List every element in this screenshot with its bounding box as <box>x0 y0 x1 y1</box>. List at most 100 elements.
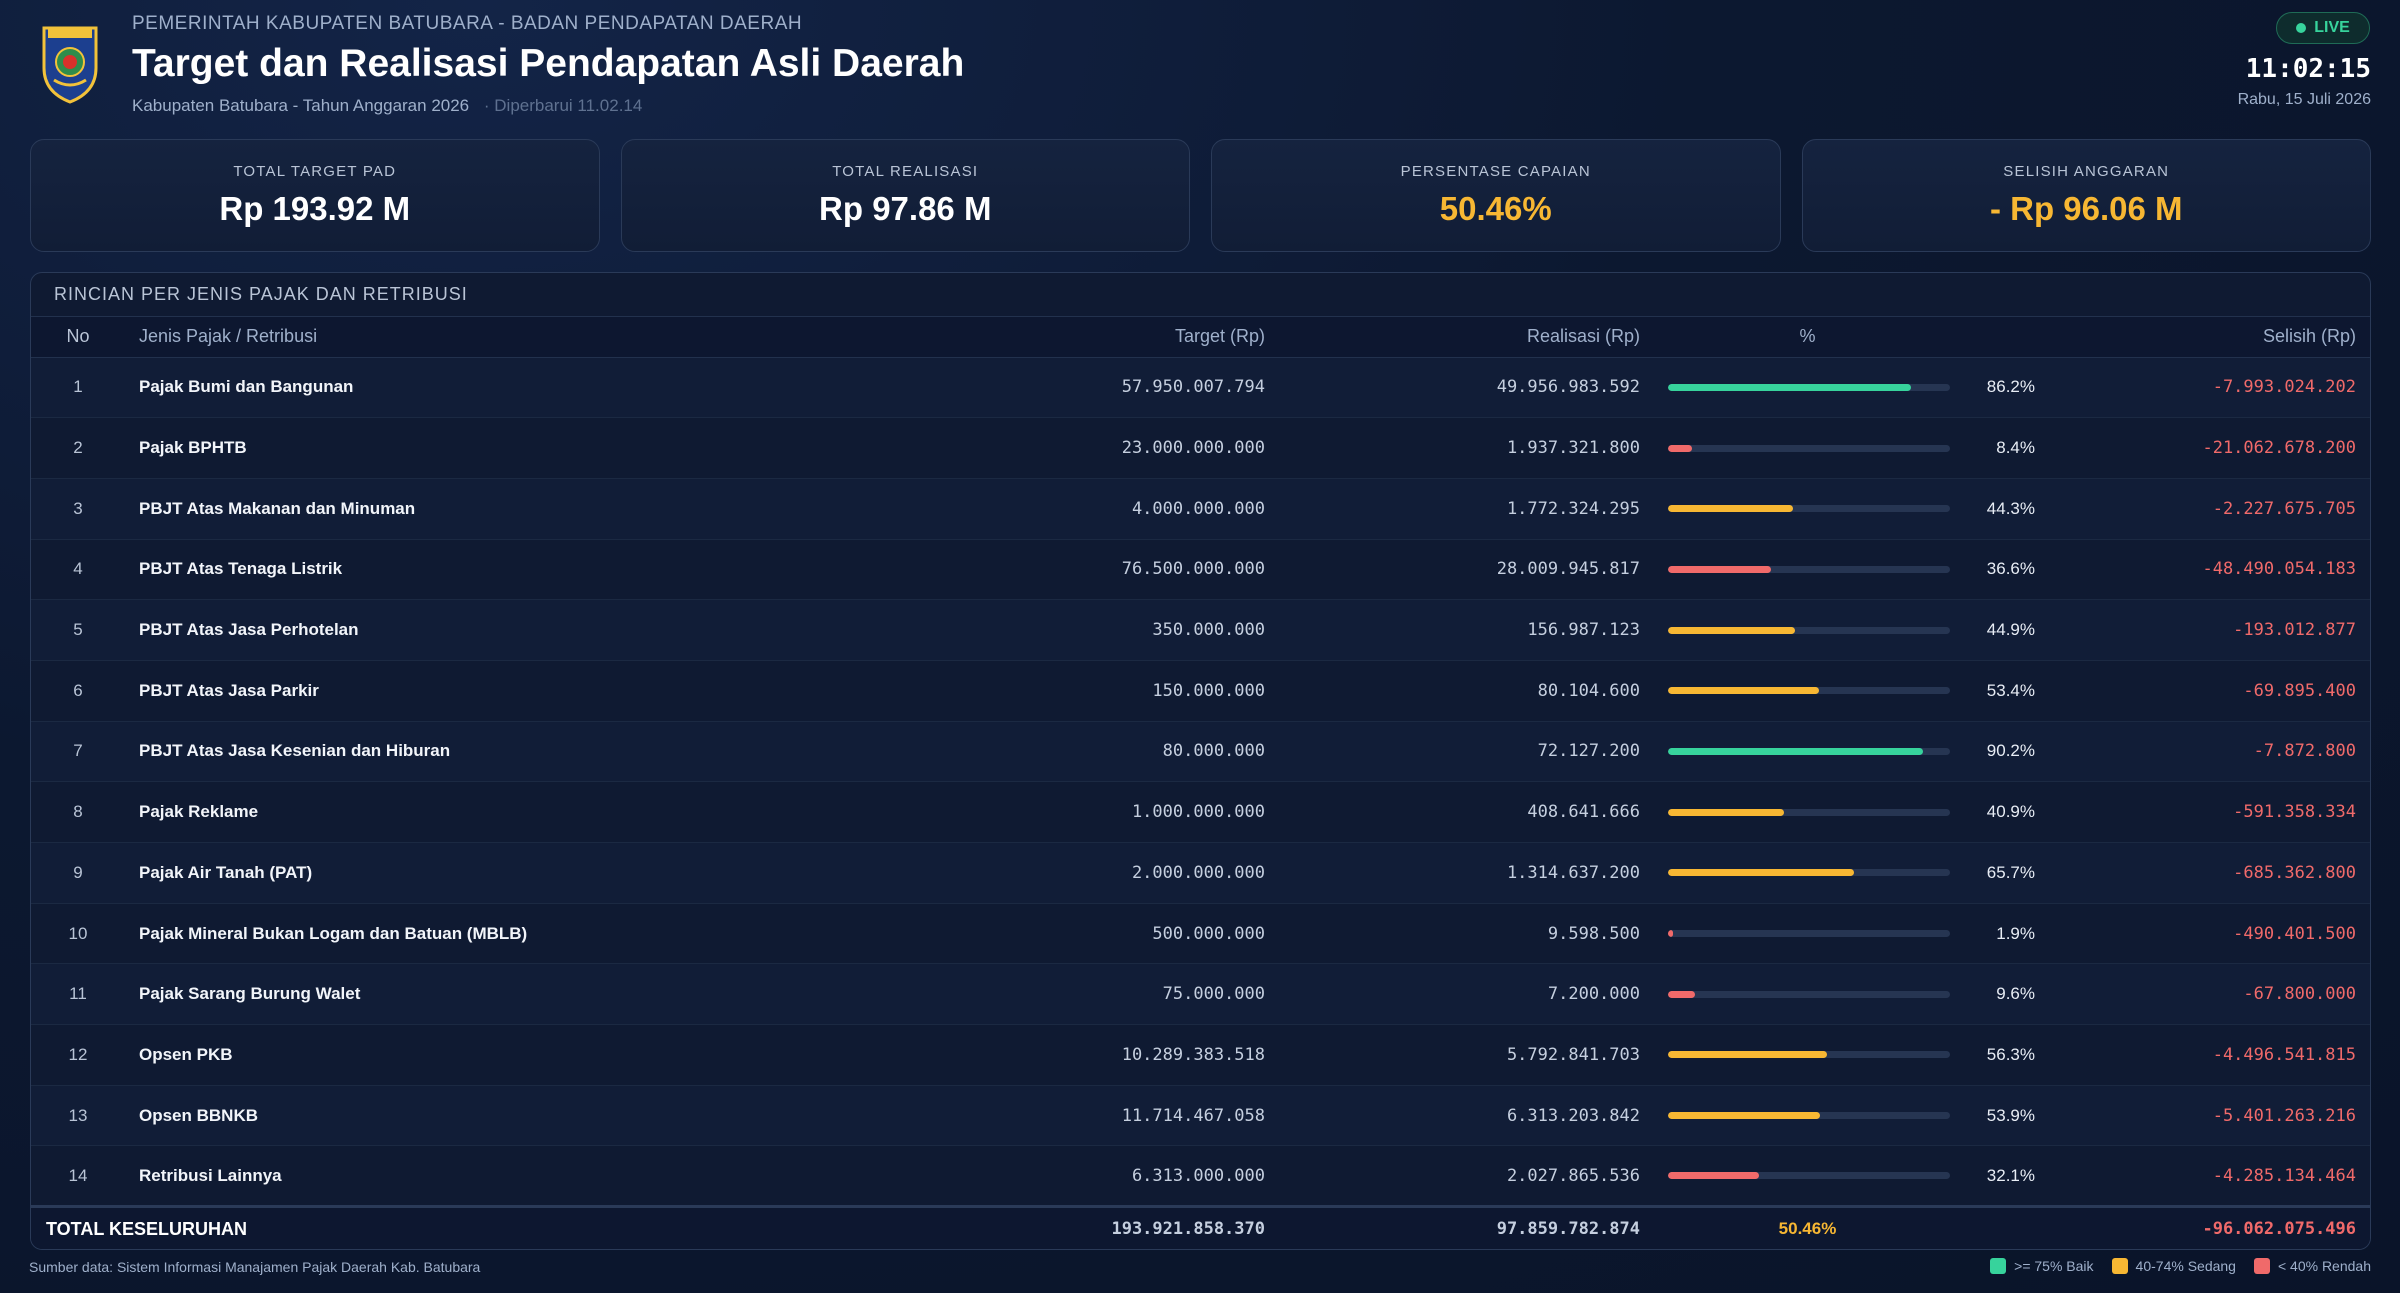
card-label: SELISIH ANGGARAN <box>2003 163 2170 180</box>
col-header-percent[interactable]: % <box>1640 317 2035 358</box>
row-no: 1 <box>31 357 125 419</box>
table-row[interactable]: 1 Pajak Bumi dan Bangunan 57.950.007.794 49… <box>31 357 2370 419</box>
row-percent: 40.9% <box>1986 802 2035 822</box>
row-realisasi: 408.641.666 <box>1265 781 1640 843</box>
col-header-name[interactable]: Jenis Pajak / Retribusi <box>125 317 585 358</box>
table-row[interactable]: 4 PBJT Atas Tenaga Listrik 76.500.000.000 2… <box>31 539 2370 601</box>
progress-fill <box>1668 1172 1759 1180</box>
row-name: Retribusi Lainnya <box>125 1145 585 1208</box>
row-percent-cell: 1.9% <box>1640 903 2035 965</box>
legend-label: >= 75% Baik <box>2014 1258 2094 1274</box>
row-target: 2.000.000.000 <box>585 842 1265 904</box>
row-percent: 32.1% <box>1986 1165 2035 1185</box>
row-target: 150.000.000 <box>585 660 1265 722</box>
progress-track <box>1668 990 1951 998</box>
current-date: Rabu, 15 Juli 2026 <box>2237 91 2371 108</box>
table-row[interactable]: 8 Pajak Reklame 1.000.000.000 408.641.666 40… <box>31 781 2370 843</box>
live-dot-icon <box>2296 23 2307 33</box>
row-name: PBJT Atas Makanan dan Minuman <box>125 478 585 540</box>
row-percent-cell: 65.7% <box>1640 842 2035 904</box>
card-persentase-capaian: PERSENTASE CAPAIAN 50.46% <box>1211 139 1781 252</box>
row-no: 13 <box>31 1085 125 1147</box>
progress-track <box>1668 626 1951 634</box>
col-header-selisih[interactable]: Selisih (Rp) <box>2035 317 2370 358</box>
row-target: 500.000.000 <box>585 903 1265 965</box>
col-header-target[interactable]: Target (Rp) <box>585 317 1265 358</box>
row-selisih: -193.012.877 <box>2035 599 2370 661</box>
table-row[interactable]: 11 Pajak Sarang Burung Walet 75.000.000 7.2… <box>31 963 2370 1026</box>
total-label: TOTAL KESELURUHAN <box>31 1205 585 1249</box>
progress-fill <box>1668 444 1692 452</box>
card-selisih-anggaran: SELISIH ANGGARAN - Rp 96.06 M <box>1801 139 2371 252</box>
progress-track <box>1668 565 1951 573</box>
row-name: PBJT Atas Tenaga Listrik <box>125 539 585 601</box>
row-name: Opsen BBNKB <box>125 1085 585 1147</box>
row-no: 3 <box>31 478 125 540</box>
table-row[interactable]: 2 Pajak BPHTB 23.000.000.000 1.937.321.800 8… <box>31 417 2370 479</box>
progress-track <box>1668 1112 1951 1120</box>
row-percent: 9.6% <box>1996 984 2035 1004</box>
row-realisasi: 72.127.200 <box>1265 721 1640 783</box>
row-no: 11 <box>31 963 125 1026</box>
table-row[interactable]: 6 PBJT Atas Jasa Parkir 150.000.000 80.104.… <box>31 660 2370 722</box>
row-no: 14 <box>31 1145 125 1208</box>
table-row[interactable]: 7 PBJT Atas Jasa Kesenian dan Hiburan 80.0… <box>31 721 2370 783</box>
progress-track <box>1668 747 1951 755</box>
row-name: Pajak Air Tanah (PAT) <box>125 842 585 904</box>
row-no: 9 <box>31 842 125 904</box>
row-target: 6.313.000.000 <box>585 1145 1265 1208</box>
row-percent-cell: 32.1% <box>1640 1145 2035 1208</box>
row-selisih: -7.872.800 <box>2035 721 2370 783</box>
data-source-note: Sumber data: Sistem Informasi Manajamen … <box>29 1259 481 1275</box>
table-row[interactable]: 9 Pajak Air Tanah (PAT) 2.000.000.000 1.314… <box>31 842 2370 904</box>
total-realisasi: 97.859.782.874 <box>1265 1205 1640 1249</box>
row-selisih: -21.062.678.200 <box>2035 417 2370 479</box>
card-value: Rp 193.92 M <box>219 190 411 227</box>
progress-fill <box>1668 930 1674 938</box>
row-target: 10.289.383.518 <box>585 1024 1265 1086</box>
row-realisasi: 156.987.123 <box>1265 599 1640 661</box>
card-value: 50.46% <box>1439 190 1552 227</box>
row-percent-cell: 44.9% <box>1640 599 2035 661</box>
row-target: 11.714.467.058 <box>585 1085 1265 1147</box>
row-percent-cell: 86.2% <box>1640 357 2035 419</box>
row-percent-cell: 90.2% <box>1640 721 2035 783</box>
row-target: 57.950.007.794 <box>585 357 1265 419</box>
row-percent: 86.2% <box>1986 377 2035 397</box>
progress-fill <box>1668 505 1794 513</box>
row-no: 4 <box>31 539 125 601</box>
row-selisih: -2.227.675.705 <box>2035 478 2370 540</box>
row-realisasi: 1.937.321.800 <box>1265 417 1640 479</box>
col-header-no[interactable]: No <box>31 317 125 358</box>
total-target: 193.921.858.370 <box>585 1205 1265 1249</box>
col-header-realisasi[interactable]: Realisasi (Rp) <box>1265 317 1640 358</box>
row-percent-cell: 53.4% <box>1640 660 2035 722</box>
header: PEMERINTAH KABUPATEN BATUBARA - BADAN PE… <box>0 0 2400 130</box>
page-subtitle: Kabupaten Batubara - Tahun Anggaran 2026… <box>132 96 642 116</box>
row-realisasi: 9.598.500 <box>1265 903 1640 965</box>
row-percent: 56.3% <box>1986 1044 2035 1064</box>
row-selisih: -5.401.263.216 <box>2035 1085 2370 1147</box>
progress-track <box>1668 505 1951 513</box>
row-selisih: -48.490.054.183 <box>2035 539 2370 601</box>
row-percent: 53.9% <box>1986 1105 2035 1125</box>
table-row[interactable]: 14 Retribusi Lainnya 6.313.000.000 2.027.86… <box>31 1145 2370 1208</box>
table-row[interactable]: 3 PBJT Atas Makanan dan Minuman 4.000.000.… <box>31 478 2370 540</box>
progress-fill <box>1668 869 1854 877</box>
row-selisih: -591.358.334 <box>2035 781 2370 843</box>
live-badge: LIVE <box>2276 12 2370 44</box>
table-row[interactable]: 13 Opsen BBNKB 11.714.467.058 6.313.203.842… <box>31 1085 2370 1147</box>
progress-track <box>1668 383 1951 391</box>
progress-fill <box>1668 626 1795 634</box>
row-realisasi: 5.792.841.703 <box>1265 1024 1640 1086</box>
legend-swatch <box>1990 1258 2007 1274</box>
progress-track <box>1668 808 1951 816</box>
table-row[interactable]: 10 Pajak Mineral Bukan Logam dan Batuan (… <box>31 903 2370 965</box>
row-name: Pajak Sarang Burung Walet <box>125 963 585 1026</box>
row-realisasi: 49.956.983.592 <box>1265 357 1640 419</box>
row-target: 76.500.000.000 <box>585 539 1265 601</box>
row-name: PBJT Atas Jasa Kesenian dan Hiburan <box>125 721 585 783</box>
table-row[interactable]: 5 PBJT Atas Jasa Perhotelan 350.000.000 156… <box>31 599 2370 661</box>
clock: 11:02:15 <box>2245 54 2371 84</box>
table-row[interactable]: 12 Opsen PKB 10.289.383.518 5.792.841.703 56… <box>31 1024 2370 1086</box>
